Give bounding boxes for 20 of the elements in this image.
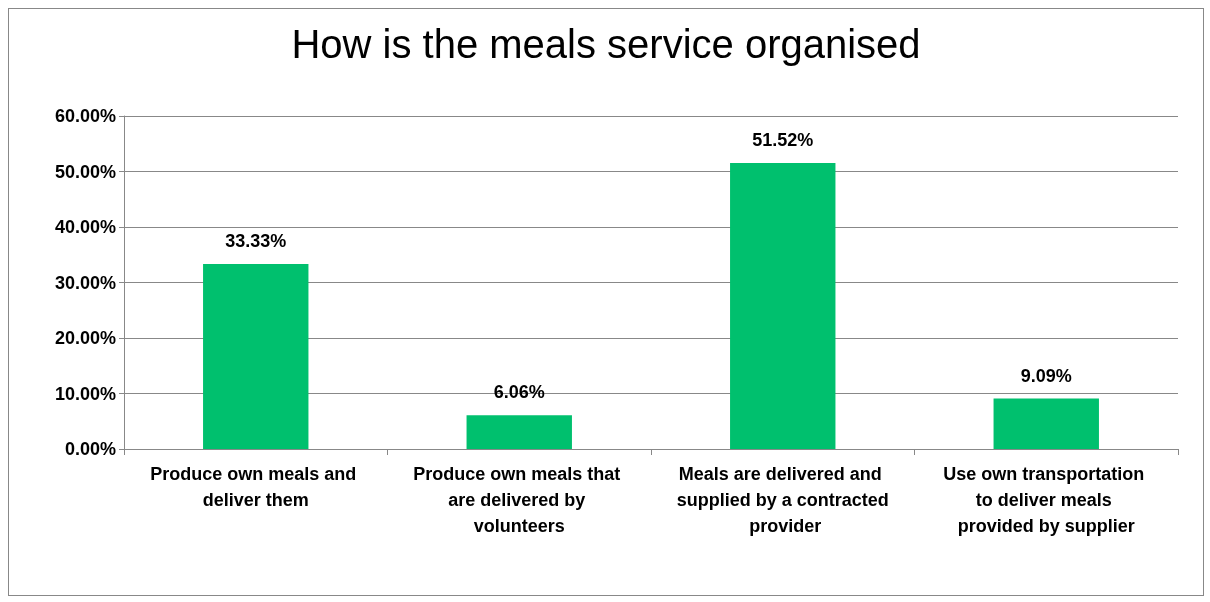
bar [466, 415, 572, 449]
data-label: 51.52% [752, 130, 814, 151]
data-label: 9.09% [1020, 365, 1072, 386]
data-label: 33.33% [225, 231, 287, 252]
bar [203, 264, 309, 449]
x-tick-label: Meals are delivered and supplied by a contracted provider [676, 464, 889, 536]
bar [730, 163, 836, 449]
y-tick-label: 20.00% [54, 328, 116, 348]
y-tick-label: 50.00% [54, 161, 116, 182]
y-tick-label: 10.00% [54, 383, 116, 404]
y-tick-label: 60.00% [54, 106, 116, 126]
x-tick-label: Use own transportation to deliver meals provided by supplier [943, 464, 1150, 536]
x-tick-label: Produce own meals and deliver them [150, 464, 362, 510]
bar [993, 398, 1099, 449]
data-label: 6.06% [493, 382, 545, 403]
chart-title: How is the meals service organised [291, 22, 921, 66]
y-tick-label: 40.00% [54, 217, 116, 237]
y-tick-label: 30.00% [54, 272, 116, 293]
y-tick-label: 0.00% [64, 439, 116, 459]
x-tick-label: Produce own meals that are delivered by volunteers [413, 464, 626, 536]
